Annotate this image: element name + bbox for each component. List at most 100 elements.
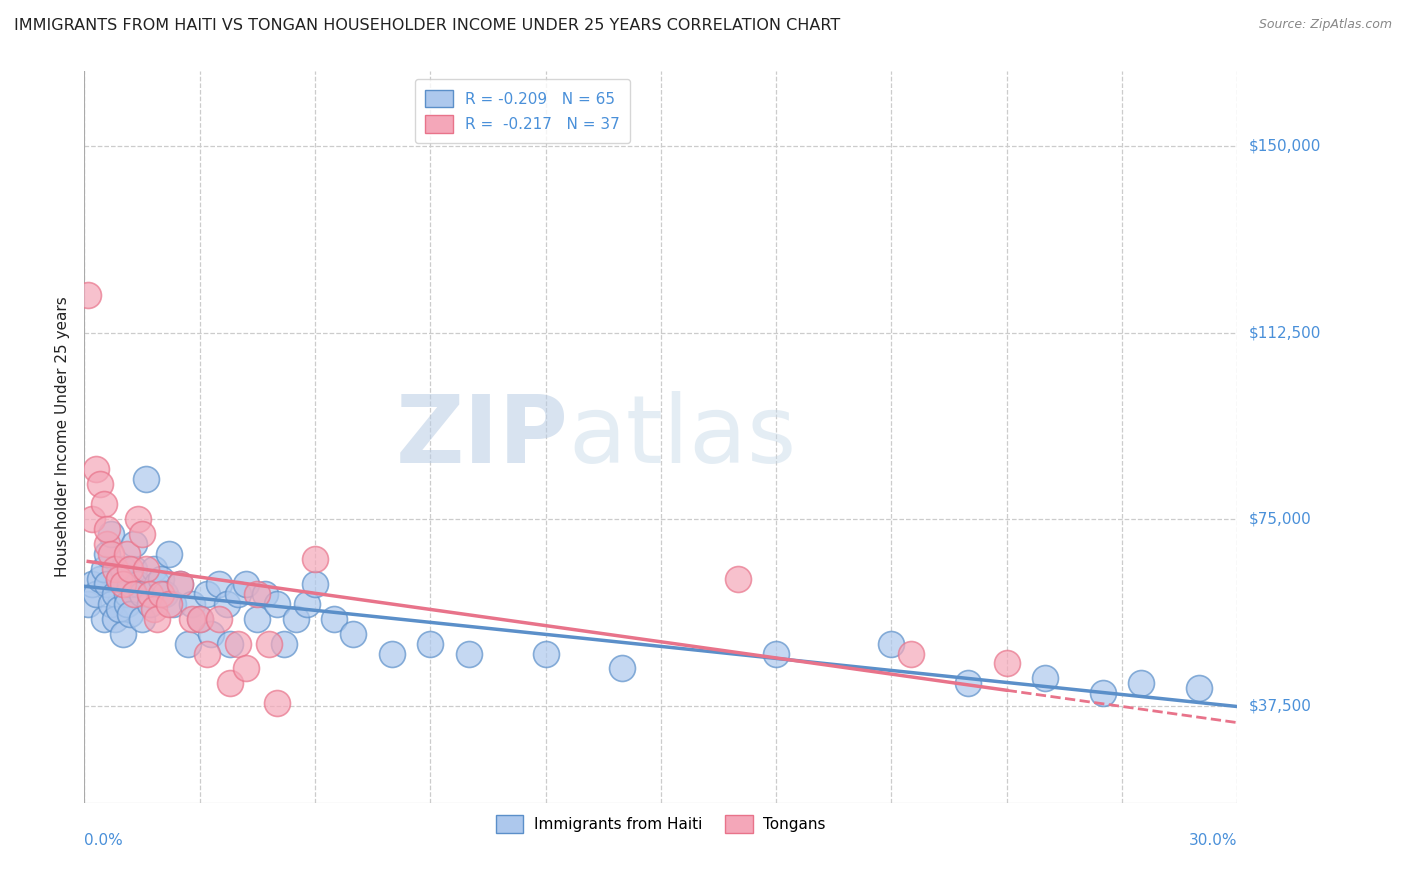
Point <box>181 612 204 626</box>
Point <box>304 552 326 566</box>
Point <box>235 577 257 591</box>
Point <box>181 597 204 611</box>
Point <box>169 577 191 591</box>
Point <box>142 601 165 615</box>
Point <box>96 522 118 536</box>
Point <box>80 512 103 526</box>
Y-axis label: Householder Income Under 25 years: Householder Income Under 25 years <box>55 297 70 577</box>
Text: IMMIGRANTS FROM HAITI VS TONGAN HOUSEHOLDER INCOME UNDER 25 YEARS CORRELATION CH: IMMIGRANTS FROM HAITI VS TONGAN HOUSEHOL… <box>14 18 841 33</box>
Point <box>880 636 903 650</box>
Text: $112,500: $112,500 <box>1249 325 1320 340</box>
Point <box>323 612 346 626</box>
Point <box>900 647 922 661</box>
Point <box>111 562 134 576</box>
Point <box>77 597 100 611</box>
Point <box>77 288 100 302</box>
Legend: Immigrants from Haiti, Tongans: Immigrants from Haiti, Tongans <box>489 809 832 839</box>
Point <box>80 577 103 591</box>
Point <box>115 597 138 611</box>
Point <box>957 676 980 690</box>
Point <box>226 636 249 650</box>
Point <box>995 657 1018 671</box>
Text: ZIP: ZIP <box>395 391 568 483</box>
Point <box>1130 676 1153 690</box>
Point <box>93 612 115 626</box>
Point <box>115 587 138 601</box>
Point <box>96 547 118 561</box>
Point <box>1033 672 1056 686</box>
Point <box>84 587 107 601</box>
Point <box>188 612 211 626</box>
Point <box>146 577 169 591</box>
Point <box>534 647 557 661</box>
Point <box>765 647 787 661</box>
Point <box>89 477 111 491</box>
Point <box>153 587 176 601</box>
Point <box>226 587 249 601</box>
Point <box>195 587 218 601</box>
Text: atlas: atlas <box>568 391 797 483</box>
Point <box>612 661 634 675</box>
Point <box>246 587 269 601</box>
Point <box>266 696 288 710</box>
Point <box>135 472 157 486</box>
Point <box>104 612 127 626</box>
Point <box>157 547 180 561</box>
Point <box>135 562 157 576</box>
Point <box>266 597 288 611</box>
Text: $37,500: $37,500 <box>1249 698 1312 714</box>
Point <box>162 597 184 611</box>
Point <box>124 562 146 576</box>
Point <box>111 626 134 640</box>
Point <box>138 587 160 601</box>
Point <box>150 572 173 586</box>
Point <box>100 597 122 611</box>
Point <box>246 612 269 626</box>
Point <box>208 612 231 626</box>
Point <box>138 597 160 611</box>
Point <box>96 537 118 551</box>
Point <box>89 572 111 586</box>
Point <box>257 636 280 650</box>
Point <box>120 607 142 621</box>
Point <box>142 562 165 576</box>
Point <box>284 612 307 626</box>
Text: $75,000: $75,000 <box>1249 512 1312 526</box>
Point <box>297 597 319 611</box>
Point <box>1188 681 1211 696</box>
Point <box>104 587 127 601</box>
Point <box>419 636 441 650</box>
Text: Source: ZipAtlas.com: Source: ZipAtlas.com <box>1258 18 1392 31</box>
Point <box>1091 686 1114 700</box>
Point <box>96 577 118 591</box>
Point <box>208 577 231 591</box>
Point <box>104 562 127 576</box>
Text: 30.0%: 30.0% <box>1189 833 1237 848</box>
Point <box>127 577 149 591</box>
Point <box>108 572 131 586</box>
Point <box>215 597 238 611</box>
Point <box>304 577 326 591</box>
Point <box>120 577 142 591</box>
Point <box>127 512 149 526</box>
Text: 0.0%: 0.0% <box>84 833 124 848</box>
Point <box>727 572 749 586</box>
Point <box>120 562 142 576</box>
Point <box>177 636 200 650</box>
Point <box>100 527 122 541</box>
Point <box>131 587 153 601</box>
Point <box>188 612 211 626</box>
Point <box>342 626 364 640</box>
Point <box>219 676 242 690</box>
Point <box>253 587 276 601</box>
Point <box>93 562 115 576</box>
Point <box>195 647 218 661</box>
Point <box>131 612 153 626</box>
Point <box>219 636 242 650</box>
Point <box>381 647 404 661</box>
Point <box>108 601 131 615</box>
Point <box>100 547 122 561</box>
Point <box>115 547 138 561</box>
Point <box>124 587 146 601</box>
Point <box>108 572 131 586</box>
